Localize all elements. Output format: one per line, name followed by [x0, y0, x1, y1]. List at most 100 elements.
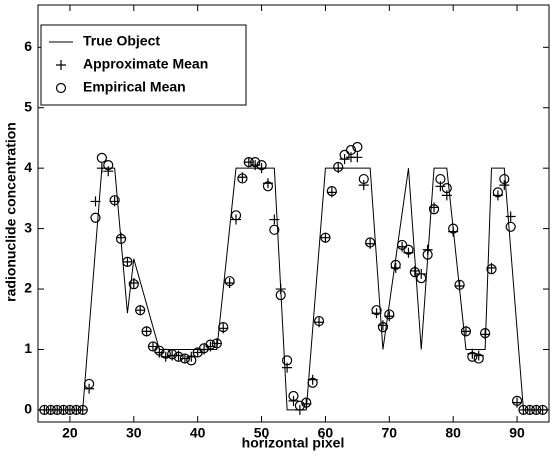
circle-marker: [326, 186, 337, 197]
circle-marker: [333, 161, 344, 173]
circle-marker: [282, 355, 293, 366]
x-axis-label: horizontal pixel: [242, 435, 345, 451]
circle-marker: [160, 348, 171, 359]
line: [38, 167, 549, 411]
circle-marker: [486, 264, 497, 275]
y-tick-label: 1: [24, 340, 32, 356]
plus-marker: [537, 404, 548, 415]
circle-marker: [167, 349, 178, 360]
circle-marker: [269, 224, 280, 235]
circle-marker: [473, 353, 484, 364]
circle-marker: [52, 404, 63, 416]
legend-label: Approximate Mean: [83, 56, 208, 72]
circle-marker: [396, 239, 408, 251]
y-tick-label: 4: [24, 159, 32, 175]
circle-marker: [230, 210, 242, 221]
circle-marker: [218, 322, 229, 333]
circle-marker: [352, 141, 363, 153]
circle-marker: [377, 322, 389, 333]
circle-marker: [243, 157, 254, 168]
circle-marker: [313, 315, 325, 327]
circle-marker: [499, 173, 510, 185]
circle-marker: [122, 256, 133, 267]
circle-marker: [288, 390, 299, 402]
plus-marker: [352, 152, 363, 163]
circle-marker: [390, 259, 401, 270]
plus-marker: [224, 278, 235, 288]
plus-marker: [192, 347, 203, 358]
plus-marker: [154, 347, 165, 358]
plus-marker: [358, 180, 369, 191]
circle-marker: [250, 157, 261, 168]
circle-marker: [211, 338, 222, 349]
circle-marker: [224, 276, 235, 287]
circle-marker: [416, 273, 427, 284]
circle-marker: [428, 204, 440, 215]
plus-marker: [275, 284, 286, 295]
plus-marker: [282, 362, 293, 373]
y-tick-label: 5: [24, 98, 32, 114]
plus-marker: [90, 196, 101, 207]
circle-marker: [307, 377, 318, 388]
circle-marker: [45, 404, 56, 416]
plus-marker: [384, 311, 395, 322]
plus-marker: [211, 338, 222, 349]
x-tick-label: 60: [318, 425, 334, 441]
circle-marker: [237, 173, 248, 184]
legend-circle: [55, 82, 67, 94]
circle-marker: [294, 400, 305, 411]
circle-marker: [262, 181, 274, 192]
x-tick-label: 40: [190, 425, 206, 441]
plus-marker: [179, 353, 190, 364]
circle-marker: [58, 404, 69, 416]
x-tick-label: 30: [126, 425, 142, 441]
circle-marker: [90, 212, 101, 223]
legend-label: True Object: [83, 33, 160, 49]
plus-marker: [141, 326, 152, 337]
circle-marker: [83, 378, 95, 390]
plus-marker: [460, 326, 471, 337]
circle-marker: [205, 339, 216, 350]
x-tick-label: 50: [254, 425, 270, 441]
x-tick-label: 20: [62, 425, 78, 441]
plus-marker: [122, 256, 133, 267]
plus-marker: [147, 341, 158, 352]
plus-marker: [77, 404, 88, 415]
legend-label: Empirical Mean: [83, 79, 186, 95]
plus-marker: [320, 232, 331, 243]
x-tick-label: 70: [382, 425, 398, 441]
circle-marker: [371, 305, 382, 316]
plus-marker: [512, 397, 523, 408]
circle-marker: [128, 279, 139, 290]
circle-marker: [454, 279, 465, 290]
circle-marker: [96, 152, 107, 163]
circle-marker: [71, 404, 82, 416]
circle-marker: [403, 244, 414, 255]
y-tick-label: 3: [24, 219, 32, 235]
circle-marker: [409, 267, 420, 278]
circle-marker: [518, 404, 529, 416]
circle-marker: [103, 160, 114, 171]
x-tick-label: 90: [509, 425, 525, 441]
circle-marker: [384, 309, 395, 320]
circle-marker: [339, 149, 350, 160]
circle-marker: [505, 221, 516, 232]
circle-marker: [141, 326, 152, 337]
circle-marker: [154, 345, 165, 356]
plus-marker: [499, 180, 510, 191]
circle-marker: [64, 404, 76, 416]
circle-marker: [179, 353, 191, 364]
plus-marker: [429, 202, 440, 213]
circle-marker: [435, 173, 446, 185]
circle-marker: [135, 305, 146, 316]
circle-marker: [320, 232, 331, 243]
circle-marker: [492, 187, 503, 198]
circle-marker: [109, 195, 120, 206]
plus-marker: [269, 214, 280, 225]
circle-marker: [537, 404, 548, 416]
circle-marker: [77, 404, 88, 416]
circle-marker: [365, 237, 376, 248]
circle-marker: [345, 144, 357, 156]
plot-frame: [37, 4, 550, 423]
